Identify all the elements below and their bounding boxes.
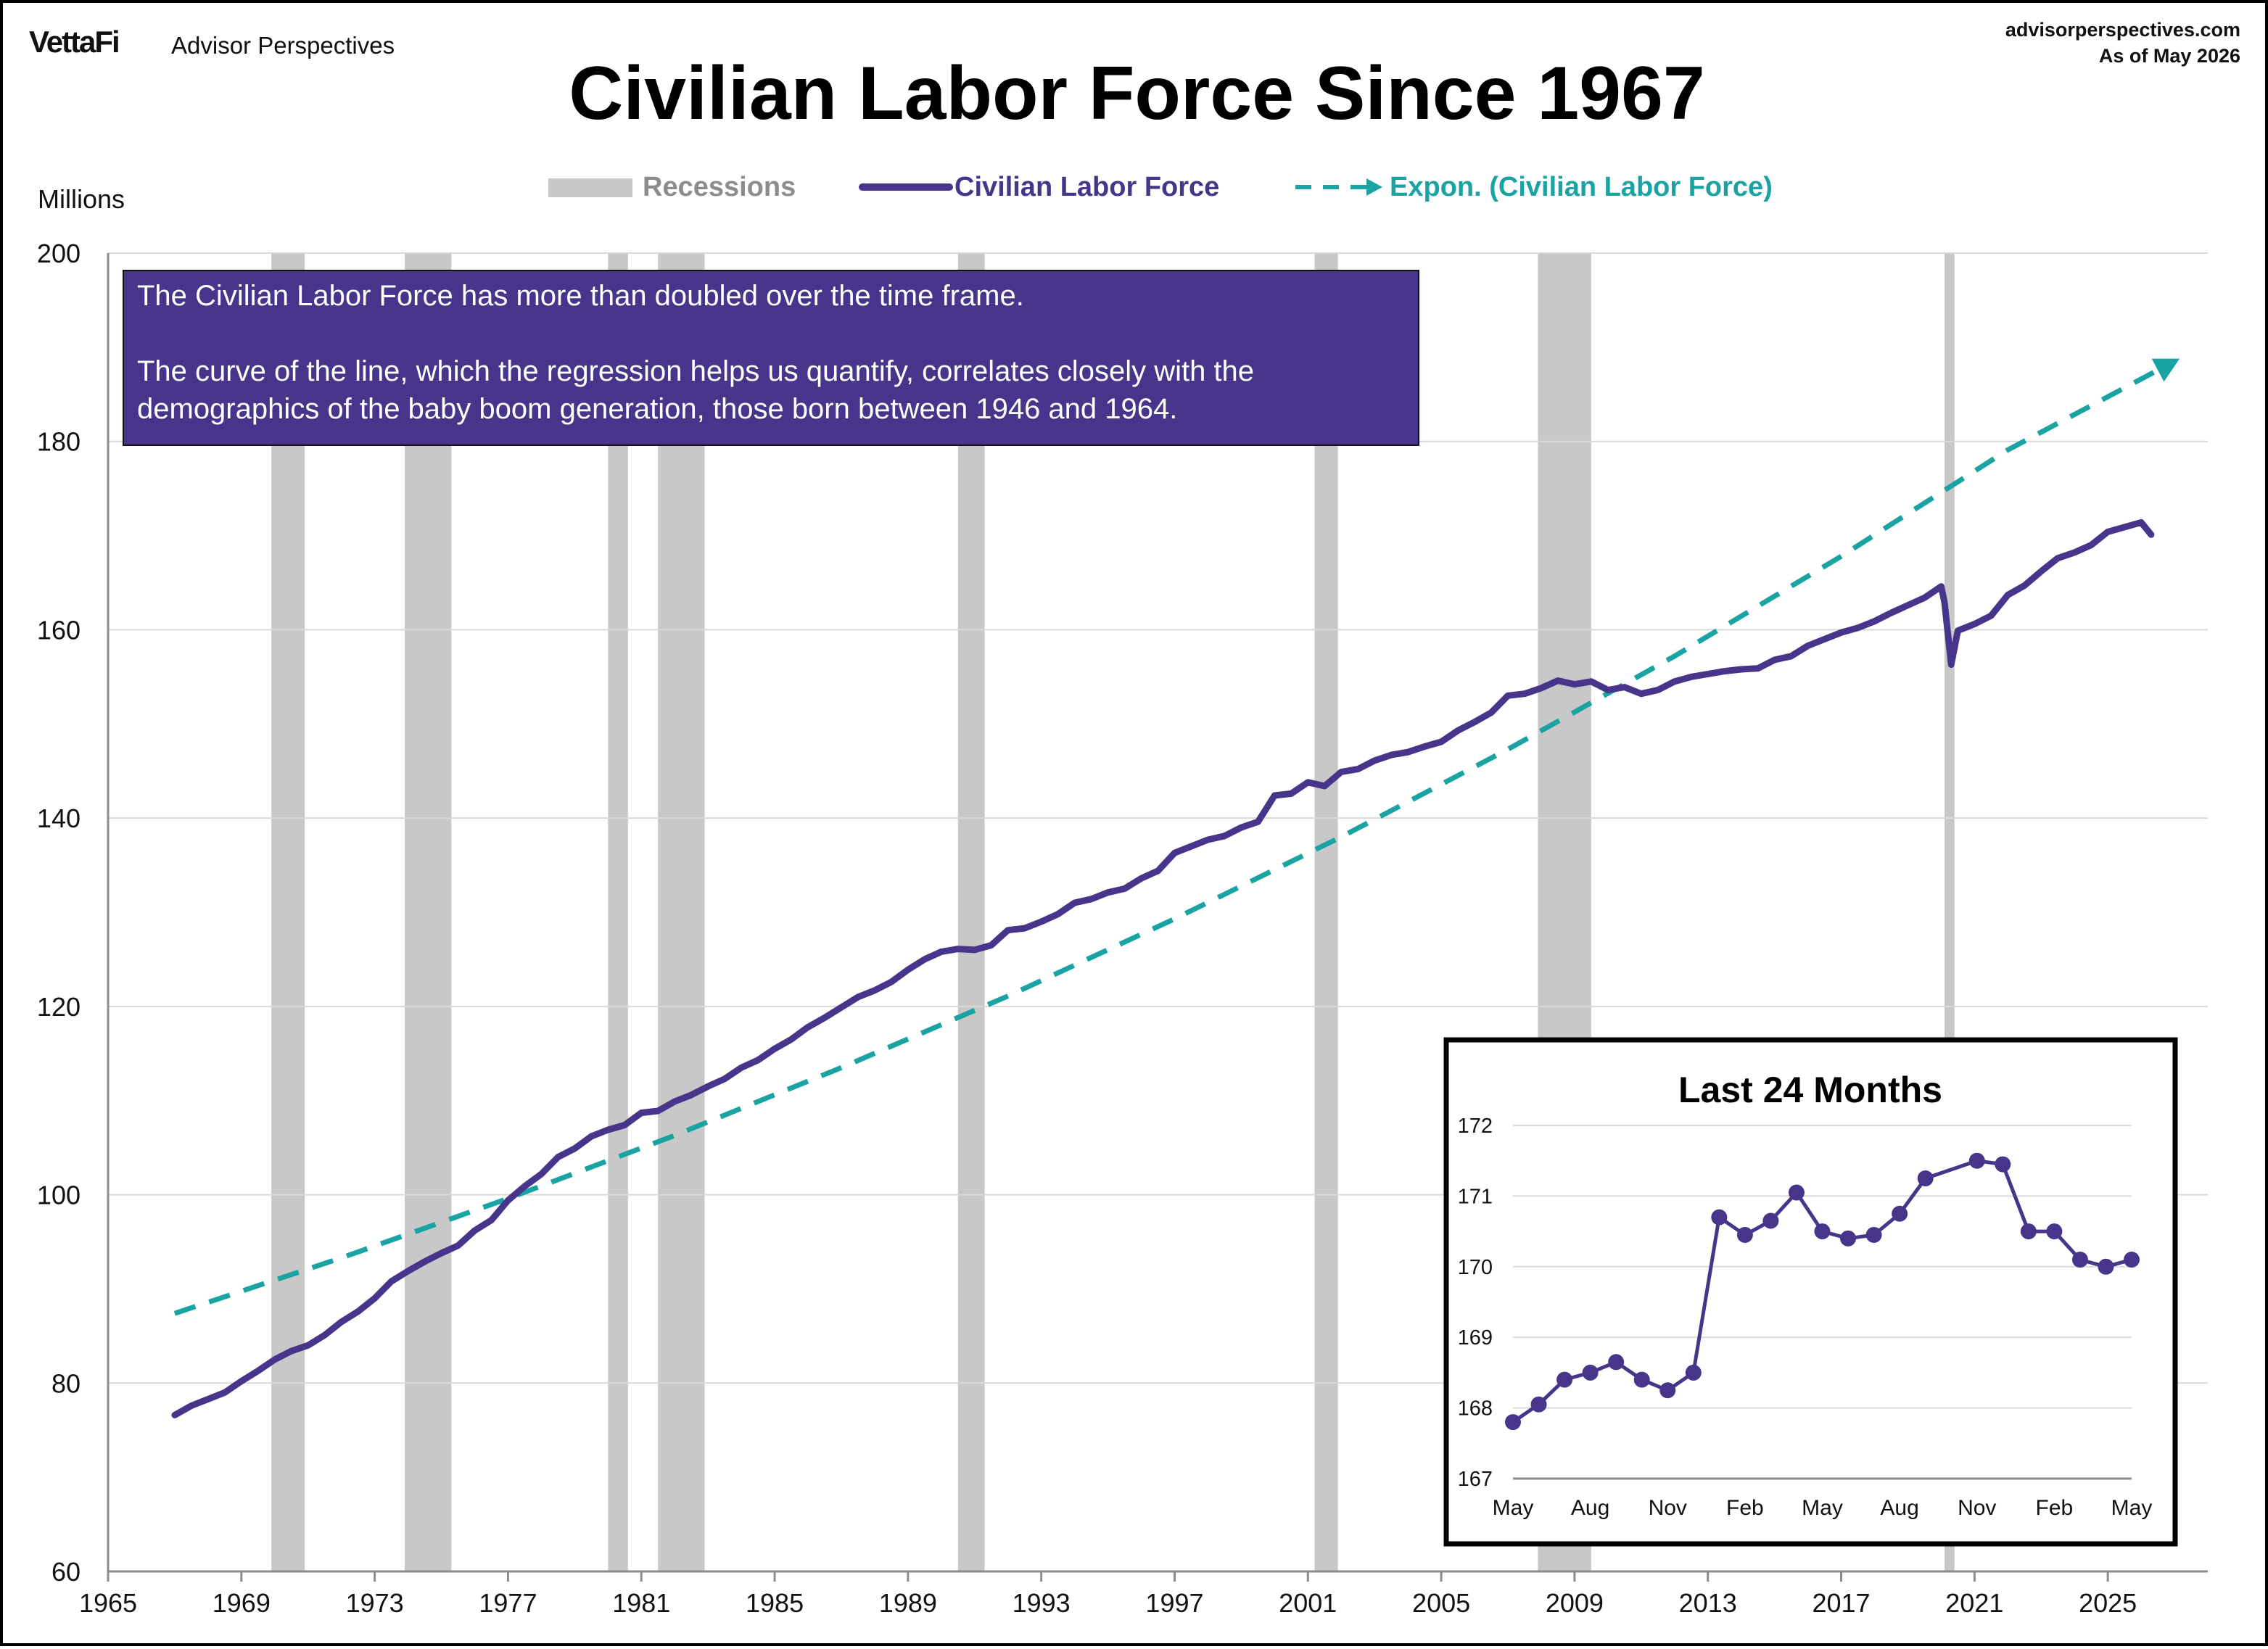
legend-recessions-label: Recessions (643, 172, 796, 202)
x-tick-label: 1969 (213, 1588, 271, 1618)
recession-band (404, 253, 452, 1571)
labor-force-polyline (171, 518, 2155, 1418)
chart-title: Civilian Labor Force Since 1967 (569, 51, 1705, 136)
legend-trend-label: Expon. (Civilian Labor Force) (1390, 172, 1773, 202)
x-tick-label: 2013 (1679, 1588, 1737, 1618)
x-tick-label: 1985 (746, 1588, 804, 1618)
site-url: advisorperspectives.com (2005, 19, 2240, 41)
legend-trend-arrow-icon (1366, 178, 1382, 196)
main-chart: Recessions Civilian Labor Force Expon. (… (37, 172, 2208, 1618)
x-tick-label: 1993 (1013, 1588, 1071, 1618)
recession-band (1538, 253, 1591, 1571)
recession-band (957, 253, 985, 1571)
x-tick-label: 2021 (1945, 1588, 2003, 1618)
trend-line (173, 358, 2180, 1316)
annotation-line-2: The curve of the line, which the regress… (137, 355, 1255, 425)
recession-band (1314, 253, 1338, 1571)
x-tick-label: 1981 (612, 1588, 670, 1618)
x-tick-label: 1989 (879, 1588, 937, 1618)
trend-polyline (173, 359, 2176, 1316)
recession-band (608, 253, 628, 1571)
brand-name: Advisor Perspectives (171, 32, 395, 59)
annotation-line-1: The Civilian Labor Force has more than d… (137, 280, 1024, 312)
y-tick-label: 180 (37, 427, 81, 457)
y-tick-label: 200 (37, 239, 81, 268)
x-tick-label: 1965 (79, 1588, 137, 1618)
series-line (171, 518, 2155, 1418)
y-tick-label: 100 (37, 1181, 81, 1210)
recession-band (271, 253, 305, 1571)
y-axis-label: Millions (38, 184, 125, 214)
recession-bands (271, 253, 1955, 1571)
y-tick-label: 140 (37, 803, 81, 833)
chart-legend: Recessions Civilian Labor Force Expon. (… (548, 172, 1773, 202)
x-tick-label: 2017 (1812, 1588, 1870, 1618)
annotation-box: The Civilian Labor Force has more than d… (123, 270, 1419, 446)
axes: 60 80 100 120 140 160 180 200 1965 1969 1973 1977 19… (37, 239, 2208, 1618)
x-tick-label: 2005 (1412, 1588, 1470, 1618)
y-tick-label: 160 (37, 615, 81, 645)
y-tick-label: 120 (37, 992, 81, 1022)
legend-series-label: Civilian Labor Force (954, 172, 1219, 202)
y-tick-label: 80 (51, 1368, 81, 1398)
x-tick-label: 1977 (479, 1588, 537, 1618)
x-tick-label: 2025 (2079, 1588, 2137, 1618)
recession-band (1944, 253, 1955, 1571)
as-of-date: As of May 2026 (2098, 45, 2240, 67)
vettafi-logo: VettaFi (29, 25, 120, 59)
x-tick-label: 1973 (346, 1588, 404, 1618)
recession-band (658, 253, 705, 1571)
x-tick-label: 2001 (1279, 1588, 1337, 1618)
x-tick-label: 1997 (1145, 1588, 1203, 1618)
legend-recession-swatch (548, 178, 632, 197)
trend-arrowhead-icon (2151, 358, 2180, 382)
y-tick-label: 60 (51, 1557, 81, 1587)
x-tick-label: 2009 (1546, 1588, 1604, 1618)
